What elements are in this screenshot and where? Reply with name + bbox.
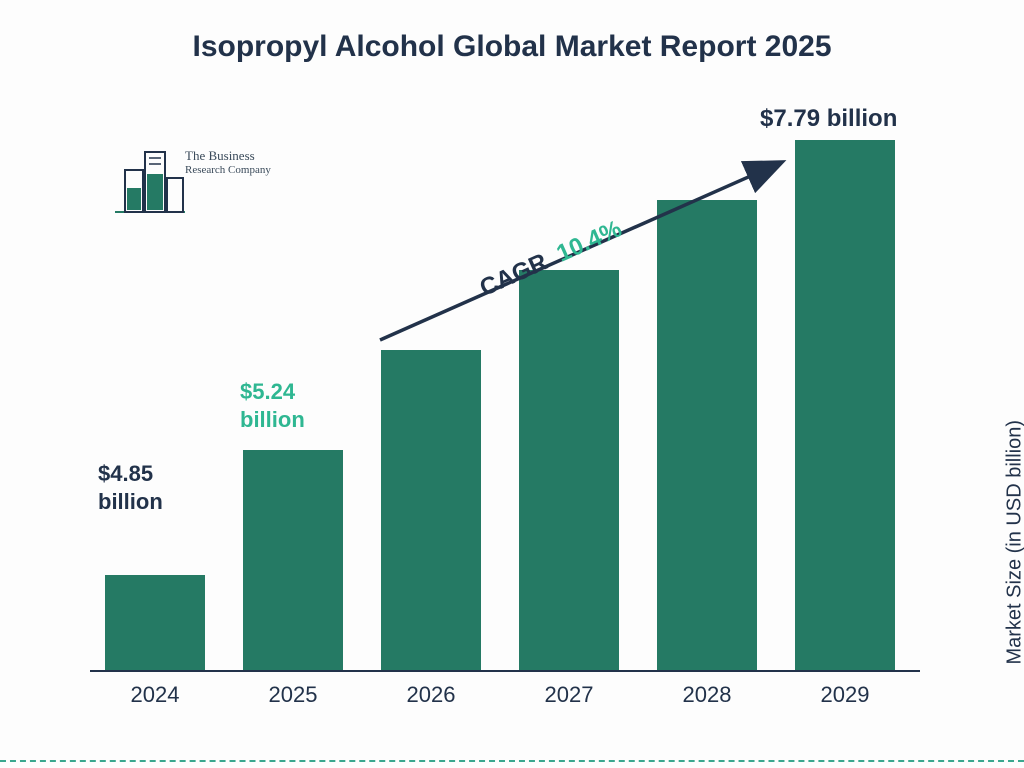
bar-2026 — [381, 350, 481, 670]
bar-2024 — [105, 575, 205, 670]
x-label-2029: 2029 — [785, 682, 905, 708]
x-label-2024: 2024 — [95, 682, 215, 708]
bar-2025 — [243, 450, 343, 670]
chart-title: Isopropyl Alcohol Global Market Report 2… — [0, 30, 1024, 64]
value-label-2029: $7.79 billion — [760, 104, 960, 134]
x-label-2027: 2027 — [509, 682, 629, 708]
y-axis-label: Market Size (in USD billion) — [1004, 420, 1024, 665]
x-label-2026: 2026 — [371, 682, 491, 708]
bottom-dashed-divider — [0, 760, 1024, 762]
logo-text-line1: The Business — [185, 148, 255, 164]
value-label-2024: $4.85billion — [98, 460, 228, 515]
x-label-2028: 2028 — [647, 682, 767, 708]
value-label-2025: $5.24billion — [240, 378, 370, 433]
bar-2029 — [795, 140, 895, 670]
x-label-2025: 2025 — [233, 682, 353, 708]
logo-text-line2: Research Company — [185, 164, 271, 176]
x-axis-line — [90, 670, 920, 672]
